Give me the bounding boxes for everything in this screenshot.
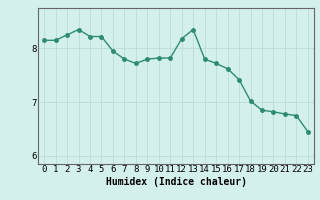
X-axis label: Humidex (Indice chaleur): Humidex (Indice chaleur) <box>106 177 246 187</box>
